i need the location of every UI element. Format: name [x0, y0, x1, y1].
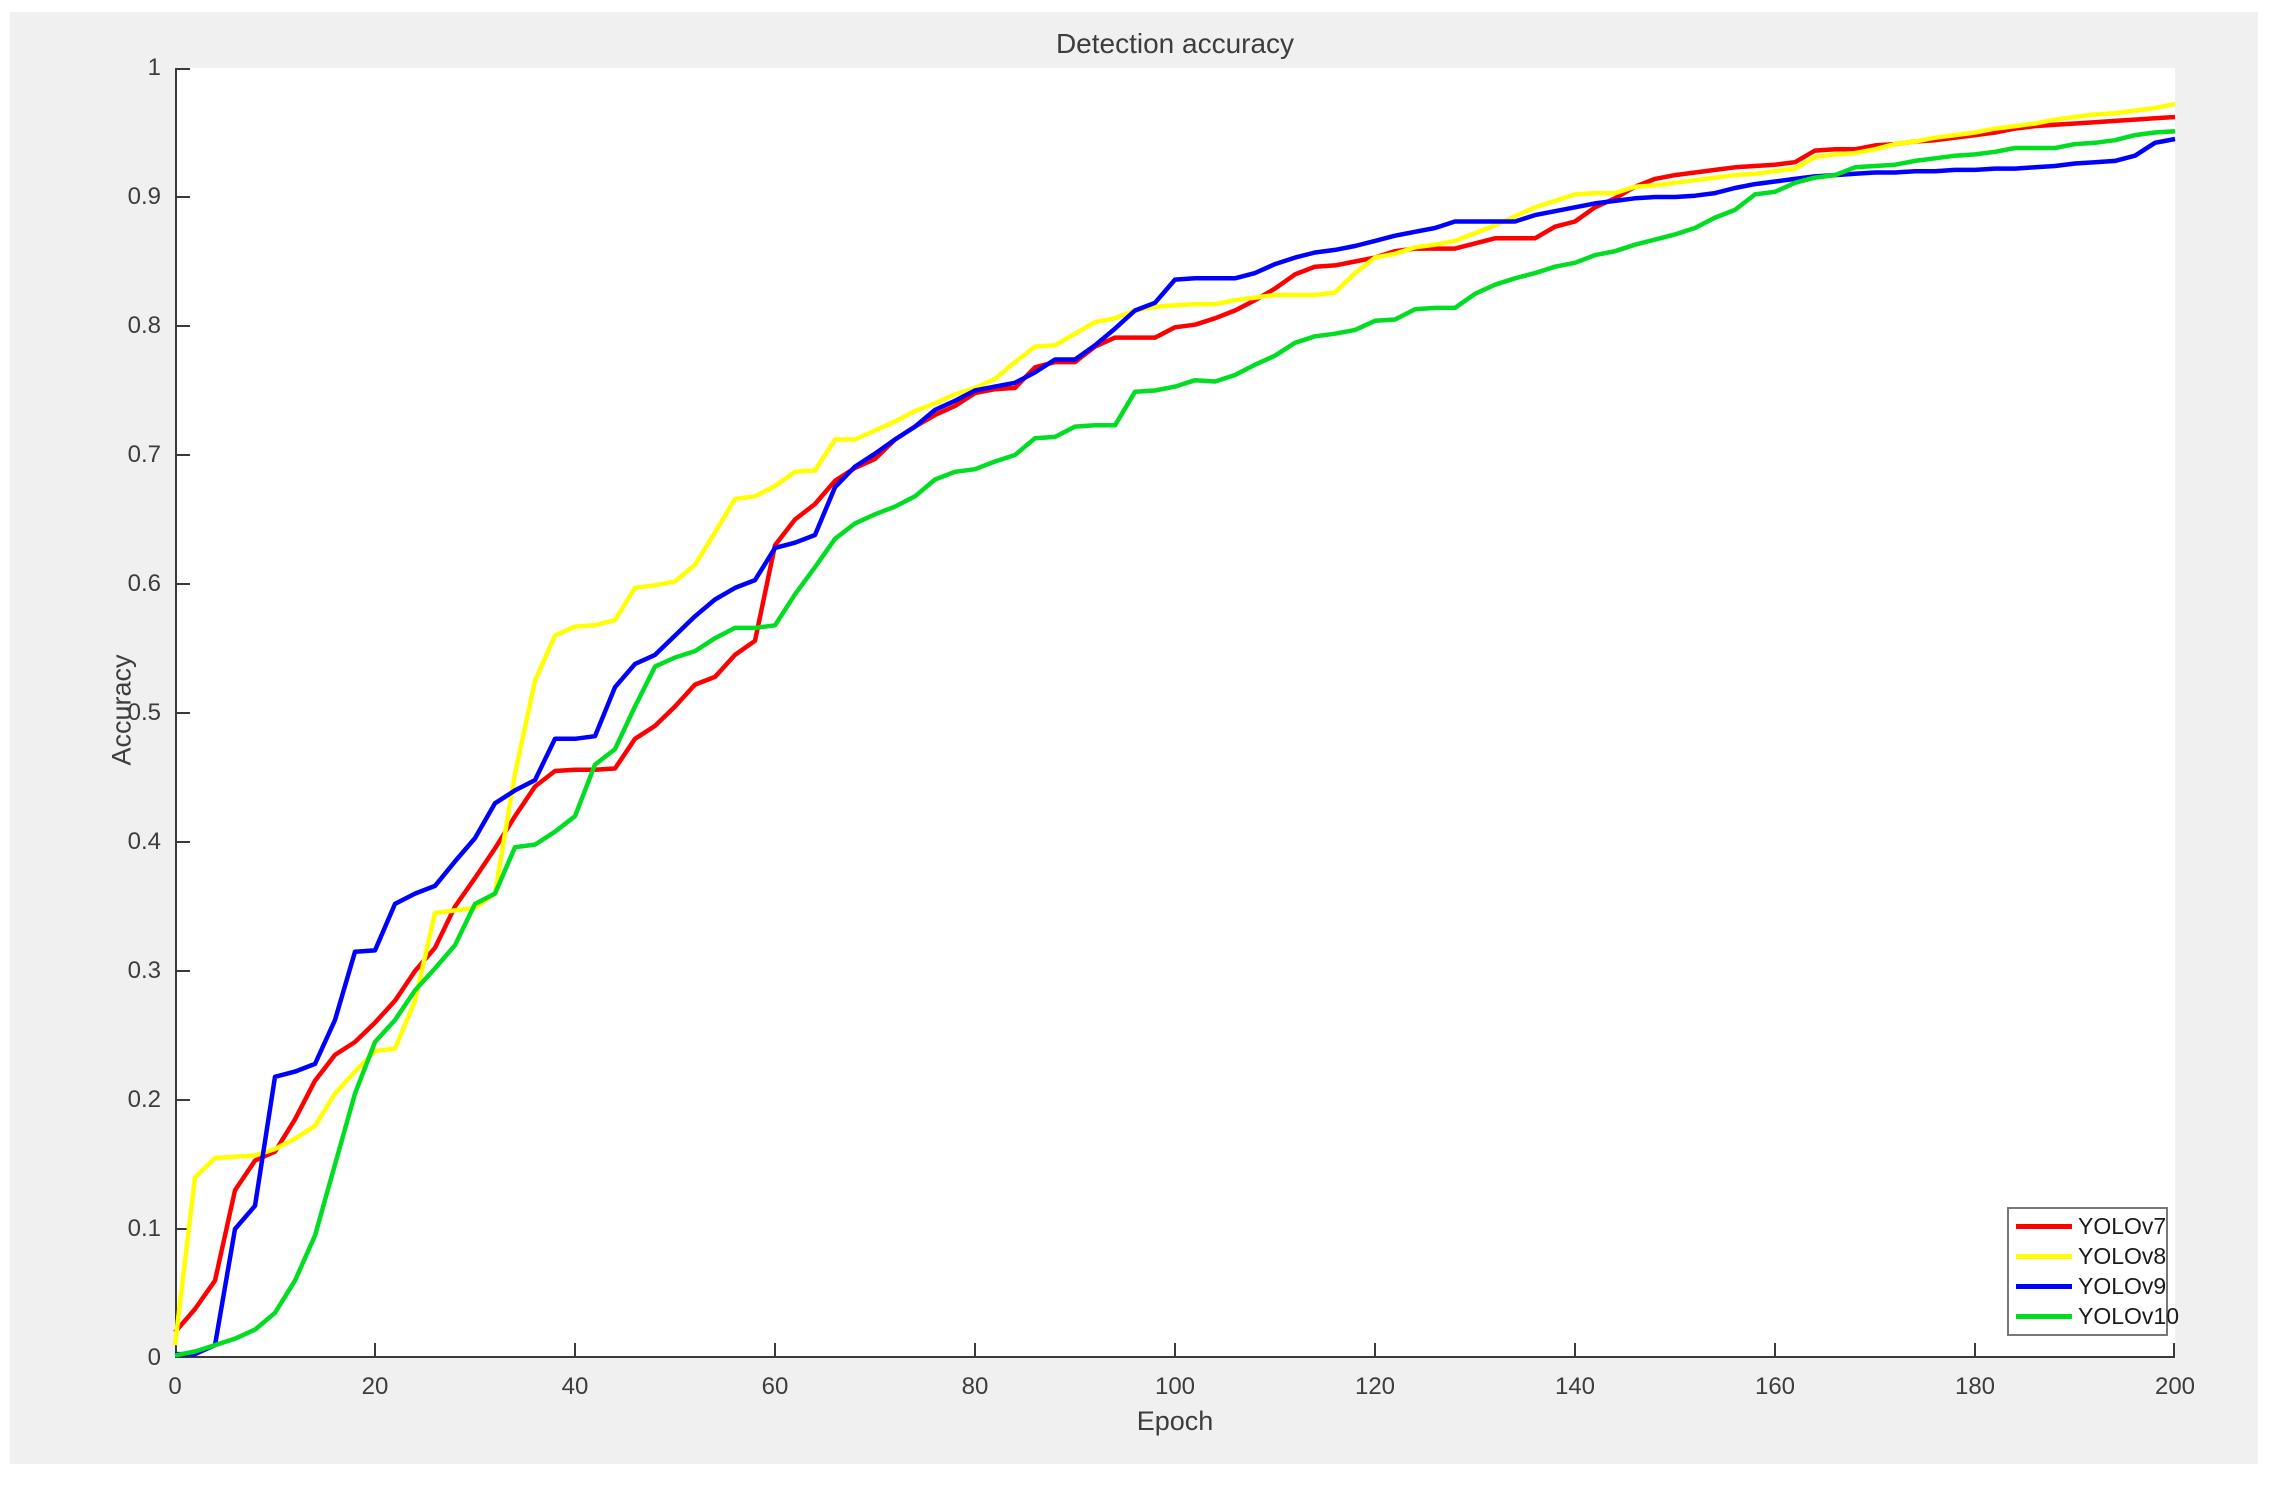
y-tick-label-1: 1: [147, 54, 161, 81]
chart-canvas: [172, 68, 2176, 1358]
x-tick-label-160: 160: [1754, 1373, 1796, 1400]
x-tick-label-80: 80: [961, 1373, 989, 1400]
legend-label: YOLOv7: [2078, 1213, 2167, 1239]
x-tick-label-0: 0: [168, 1373, 182, 1400]
x-tick-label-60: 60: [761, 1373, 789, 1400]
chart-title: Detection accuracy: [1055, 28, 1295, 59]
x-tick-label-120: 120: [1354, 1373, 1396, 1400]
legend-item-yolov10: YOLOv10: [2016, 1302, 2179, 1332]
series-line-yolov9: [175, 136, 2176, 1357]
y-tick-label-0: 0: [147, 1344, 161, 1371]
y-tick-label-0.3: 0.3: [127, 957, 161, 984]
legend-box: YOLOv7 YOLOv8 YOLOv9 YOLOv10: [2007, 1207, 2179, 1336]
y-tick-label-0.4: 0.4: [127, 828, 161, 855]
y-tick-label-0.7: 0.7: [127, 441, 161, 468]
y-tick-label-0.6: 0.6: [127, 570, 161, 597]
legend-line-swatch: [2016, 1254, 2072, 1259]
y-tick-label-0.2: 0.2: [127, 1086, 161, 1113]
x-tick-label-140: 140: [1554, 1373, 1596, 1400]
x-tick-label-100: 100: [1154, 1373, 1196, 1400]
series-line-yolov8: [172, 101, 2176, 1346]
legend-label: YOLOv8: [2078, 1243, 2167, 1269]
x-axis-label: Epoch: [1136, 1406, 1214, 1436]
legend-line-swatch: [2016, 1284, 2072, 1289]
series-line-yolov7: [173, 114, 2176, 1334]
legend-item-yolov8: YOLOv8: [2016, 1242, 2166, 1272]
legend-item-yolov9: YOLOv9: [2016, 1272, 2166, 1302]
x-tick-label-180: 180: [1954, 1373, 1996, 1400]
y-tick-label-0.1: 0.1: [127, 1215, 161, 1242]
legend-item-yolov7: YOLOv7: [2016, 1212, 2166, 1242]
legend-label: YOLOv9: [2078, 1273, 2167, 1299]
series-line-yolov10: [174, 128, 2176, 1358]
y-tick-label-0.5: 0.5: [127, 699, 161, 726]
y-tick-label-0.8: 0.8: [127, 312, 161, 339]
x-tick-label-20: 20: [361, 1373, 389, 1400]
x-tick-label-200: 200: [2154, 1373, 2196, 1400]
legend-line-swatch: [2016, 1314, 2072, 1319]
y-tick-label-0.9: 0.9: [127, 183, 161, 210]
legend-label: YOLOv10: [2078, 1303, 2179, 1329]
x-tick-label-40: 40: [561, 1373, 589, 1400]
legend-line-swatch: [2016, 1224, 2072, 1229]
